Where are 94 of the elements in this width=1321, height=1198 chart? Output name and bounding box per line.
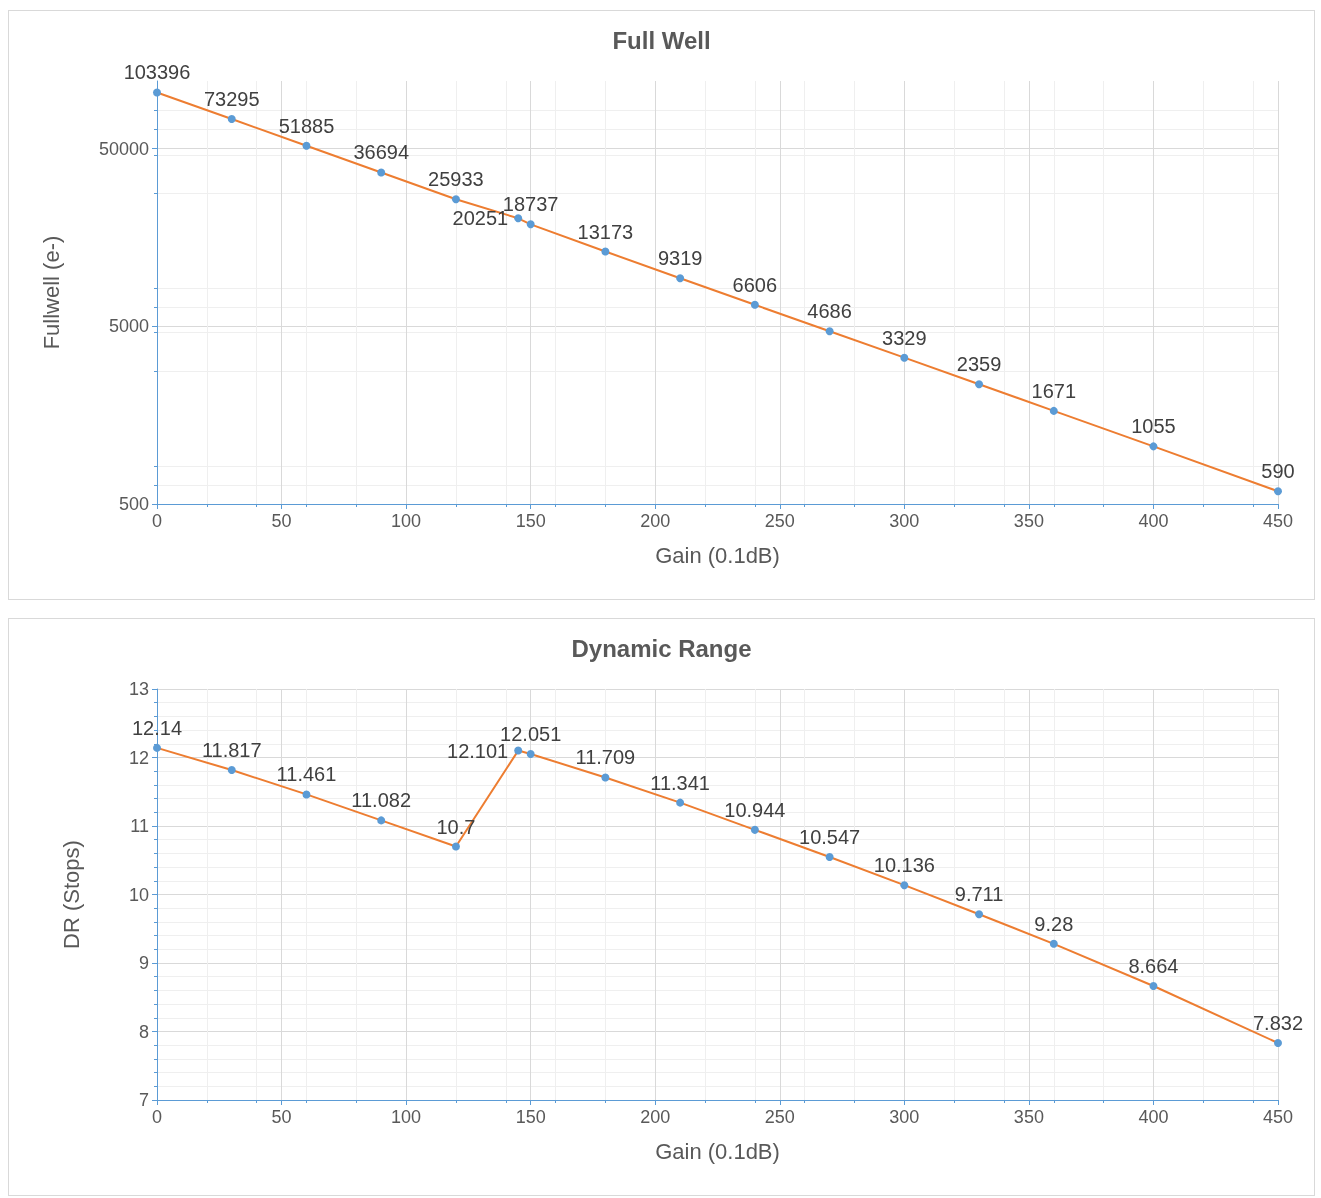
x-tick-label: 100	[391, 511, 422, 531]
data-label: 4686	[807, 300, 852, 323]
x-tick-label: 250	[764, 1107, 795, 1127]
x-tick-label: 200	[640, 1107, 671, 1127]
data-label: 9.711	[954, 883, 1004, 906]
x-tick-label: 150	[515, 1107, 546, 1127]
y-tick-label: 5000	[108, 316, 149, 337]
y-tick-label: 500	[118, 494, 149, 514]
point	[825, 853, 834, 862]
y-tick-label: 7	[138, 1090, 149, 1110]
data-label: 25933	[428, 168, 484, 191]
point	[750, 300, 759, 309]
data-label: 11.817	[201, 739, 262, 762]
y-tick-label: 9	[138, 953, 149, 973]
y-tick-label: 11	[130, 816, 149, 836]
point	[377, 168, 386, 177]
point	[153, 88, 161, 97]
point	[227, 766, 236, 775]
x-tick-label: 50	[271, 1107, 292, 1127]
data-label: 73295	[203, 88, 260, 111]
x-axis-title: Gain (0.1dB)	[655, 542, 780, 568]
point	[451, 842, 460, 851]
data-label: 1671	[1031, 379, 1077, 402]
y-tick-label: 13	[128, 679, 149, 699]
point	[1274, 487, 1282, 496]
x-tick-label: 350	[1013, 511, 1044, 531]
data-label: 2359	[956, 353, 1002, 376]
point	[526, 750, 535, 758]
data-label: 11.082	[351, 789, 412, 812]
x-tick-label: 400	[1138, 1107, 1169, 1127]
point	[526, 220, 535, 229]
data-label: 10.136	[873, 854, 935, 877]
point	[1274, 1039, 1282, 1048]
x-tick-label: 250	[764, 511, 795, 531]
point	[601, 773, 610, 782]
y-tick-label: 12	[128, 747, 149, 768]
data-label: 8.664	[1128, 955, 1179, 978]
point	[1049, 406, 1058, 415]
x-tick-label: 50	[271, 511, 292, 531]
y-tick-label: 8	[138, 1021, 149, 1042]
data-label: 6606	[732, 273, 778, 296]
y-tick-label: 10	[128, 884, 149, 905]
y-axis-title: Fullwell (e-)	[38, 235, 64, 350]
data-label: 36694	[353, 141, 410, 164]
x-tick-label: 100	[391, 1107, 422, 1127]
data-label: 10.944	[724, 798, 786, 821]
point	[975, 380, 984, 389]
point	[514, 214, 523, 223]
x-axis-title: Gain (0.1dB)	[655, 1138, 780, 1164]
data-label: 1055	[1131, 415, 1176, 438]
point	[451, 195, 460, 204]
data-label: 9319	[657, 247, 703, 270]
point	[227, 115, 236, 124]
x-tick-label: 350	[1013, 1107, 1044, 1127]
point	[514, 746, 523, 755]
point	[1149, 442, 1158, 451]
data-label: 51885	[278, 114, 335, 137]
data-label: 3329	[882, 326, 927, 349]
point	[377, 816, 386, 825]
chart-title: Dynamic Range	[571, 634, 752, 662]
x-tick-label: 450	[1262, 1107, 1294, 1127]
data-label: 10.547	[799, 826, 861, 849]
data-label: 13173	[577, 220, 634, 243]
point	[750, 825, 759, 834]
data-label: 590	[1261, 460, 1295, 483]
point	[676, 798, 685, 807]
point	[153, 743, 161, 752]
x-tick-label: 150	[515, 511, 546, 531]
x-tick-label: 0	[151, 511, 163, 531]
data-label: 7.832	[1252, 1012, 1304, 1035]
data-label: 9.28	[1034, 912, 1074, 935]
x-tick-label: 200	[640, 511, 671, 531]
y-tick-label: 50000	[98, 138, 149, 159]
point	[1049, 939, 1058, 948]
point	[900, 353, 909, 362]
point	[601, 247, 610, 256]
point	[1149, 982, 1158, 991]
data-label: 11.709	[575, 746, 636, 769]
data-label: 11.461	[276, 763, 337, 786]
point	[302, 141, 311, 150]
x-tick-label: 0	[151, 1107, 163, 1127]
chart-title: Full Well	[612, 26, 711, 54]
x-tick-label: 400	[1138, 511, 1169, 531]
x-tick-label: 300	[889, 1107, 920, 1127]
x-tick-label: 450	[1262, 511, 1294, 531]
y-axis-title: DR (Stops)	[58, 840, 84, 949]
x-tick-label: 300	[889, 511, 920, 531]
data-label: 103396	[123, 61, 191, 84]
point	[676, 274, 685, 283]
point	[825, 327, 834, 336]
data-label: 11.341	[650, 771, 710, 794]
point	[900, 881, 909, 890]
point	[975, 910, 984, 919]
point	[302, 790, 311, 799]
